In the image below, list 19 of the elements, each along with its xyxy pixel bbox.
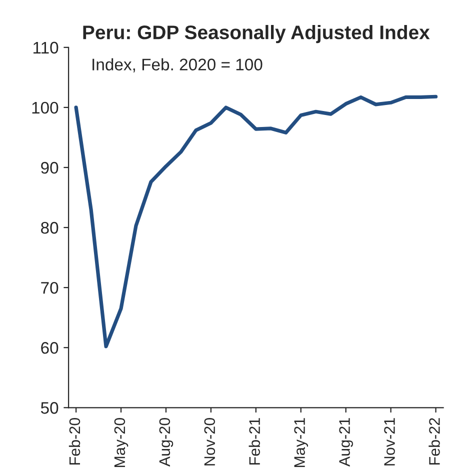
x-tick-label: Feb-21: [248, 418, 260, 465]
y-tick-label: 100: [32, 102, 58, 114]
y-tick-label: 60: [41, 342, 58, 354]
y-tick-label: 50: [40, 402, 58, 414]
y-tick-label: 80: [41, 222, 58, 234]
x-tick-label: Feb-20: [68, 418, 80, 465]
y-tick-label: 70: [41, 282, 58, 294]
x-tick-label: May-20: [114, 418, 128, 468]
x-tick-label: Nov-20: [204, 418, 216, 466]
x-tick-label: Aug-20: [159, 418, 174, 467]
x-tick-label: Nov-21: [384, 418, 395, 466]
x-tick-label: Aug-21: [339, 418, 353, 467]
x-tick-label: Feb-22: [428, 418, 440, 465]
chart-title: Peru: GDP Seasonally Adjusted Index: [83, 24, 430, 44]
y-tick-label: 90: [41, 162, 58, 174]
annotation: Index, Feb. 2020 = 100: [92, 58, 262, 72]
x-tick-label: May-21: [294, 418, 308, 468]
y-tick-label: 110: [34, 42, 58, 54]
line-series: [74, 94, 438, 348]
